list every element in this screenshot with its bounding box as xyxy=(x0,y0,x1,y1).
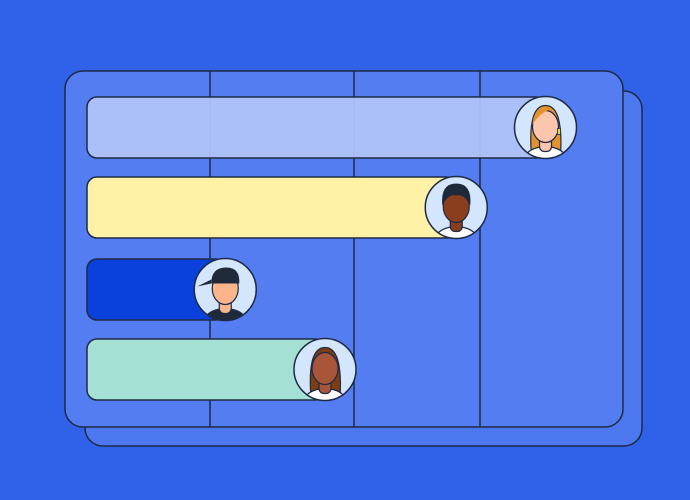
bar-row xyxy=(86,257,257,322)
bangs xyxy=(532,109,550,125)
avatar-border xyxy=(513,95,578,160)
avatar xyxy=(193,257,257,322)
face xyxy=(311,351,339,386)
cap xyxy=(211,267,240,284)
person-icon xyxy=(197,267,248,321)
avatar xyxy=(293,337,357,402)
avatar xyxy=(513,95,578,160)
bar-row xyxy=(86,175,488,240)
earring-icon xyxy=(557,128,561,135)
bar-row xyxy=(86,95,578,160)
hair xyxy=(442,183,471,206)
front-card xyxy=(64,70,624,428)
bar-row xyxy=(86,337,357,402)
bar xyxy=(86,96,547,159)
cap-brim xyxy=(197,279,212,287)
bar xyxy=(86,176,457,239)
avatar-border xyxy=(193,257,257,322)
avatar-border xyxy=(293,337,357,402)
bar xyxy=(86,338,326,401)
avatar-border xyxy=(424,175,488,240)
bars-group xyxy=(86,71,578,427)
